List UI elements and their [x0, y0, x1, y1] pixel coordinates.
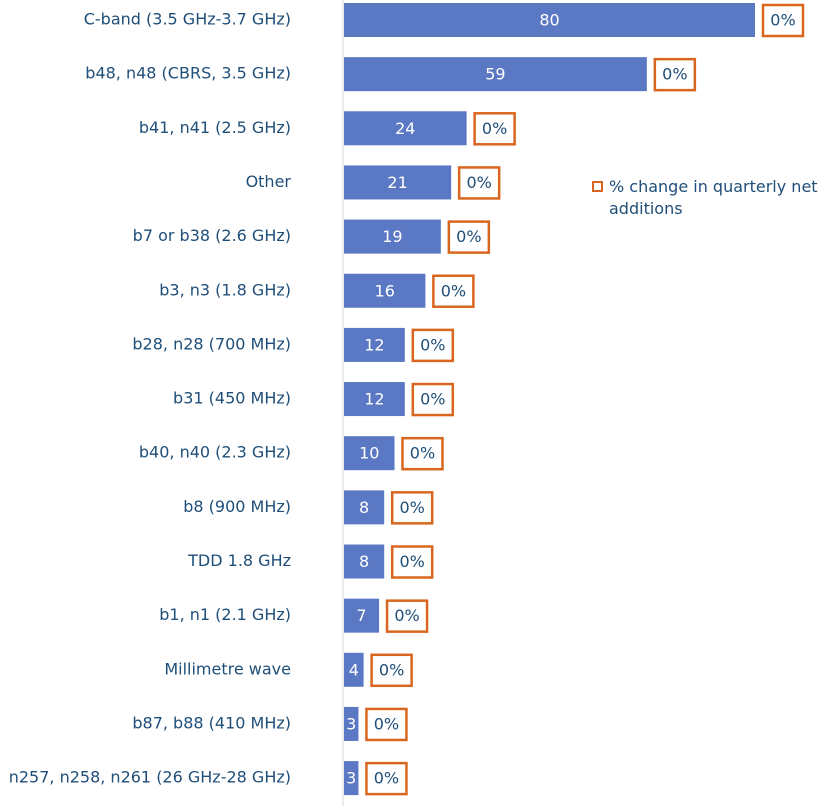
change-box — [385, 599, 429, 633]
change-label: 0% — [394, 606, 419, 625]
change-box — [370, 653, 413, 688]
y-tick-label: b1, n1 (2.1 GHz) — [159, 605, 291, 624]
change-label: 0% — [662, 65, 687, 84]
change-box — [653, 57, 697, 92]
y-tick-label: b28, n28 (700 MHz) — [132, 334, 291, 353]
value-label: 12 — [364, 335, 384, 354]
value-label: 8 — [359, 552, 369, 571]
change-box — [457, 166, 501, 200]
bar — [344, 490, 385, 525]
change-box — [432, 274, 475, 308]
value-label: 80 — [539, 11, 559, 30]
y-tick-label: b48, n48 (CBRS, 3.5 GHz) — [85, 64, 291, 83]
value-label: 8 — [359, 498, 369, 517]
change-label: 0% — [456, 227, 481, 246]
bar — [344, 706, 359, 741]
y-tick-label: b40, n40 (2.3 GHz) — [139, 443, 291, 462]
value-label: 19 — [382, 227, 402, 246]
change-label: 0% — [441, 281, 466, 300]
change-label: 0% — [466, 173, 491, 192]
value-label: 16 — [375, 281, 395, 300]
change-box — [411, 328, 455, 363]
y-tick-label: Other — [246, 172, 292, 191]
change-label: 0% — [482, 119, 507, 138]
y-tick-label: n257, n258, n261 (26 GHz-28 GHz) — [9, 768, 291, 787]
change-label: 0% — [374, 769, 399, 788]
bar — [344, 436, 395, 471]
change-box — [411, 382, 455, 417]
bar — [344, 219, 441, 254]
value-label: 4 — [349, 660, 359, 679]
y-tick-label: C-band (3.5 GHz-3.7 GHz) — [84, 10, 291, 29]
value-label: 3 — [346, 769, 356, 788]
change-label: 0% — [420, 390, 445, 409]
change-box — [473, 112, 516, 146]
bar — [344, 57, 647, 92]
change-label: 0% — [770, 11, 795, 30]
bar — [344, 598, 380, 633]
y-tick-label: b7 or b38 (2.6 GHz) — [133, 226, 291, 245]
legend-swatch — [592, 181, 603, 192]
change-box — [447, 220, 491, 254]
bar — [344, 327, 405, 362]
y-tick-label: b31 (450 MHz) — [173, 389, 291, 408]
value-label: 12 — [364, 390, 384, 409]
change-label: 0% — [374, 714, 399, 733]
change-box — [390, 545, 434, 579]
change-label: 0% — [400, 552, 425, 571]
bar — [344, 761, 359, 796]
bar — [344, 652, 364, 687]
bar — [344, 544, 385, 579]
change-box — [365, 761, 408, 796]
change-label: 0% — [420, 335, 445, 354]
y-tick-label: b87, b88 (410 MHz) — [132, 713, 291, 732]
y-tick-label: TDD 1.8 GHz — [187, 551, 291, 570]
value-label: 59 — [485, 65, 505, 84]
change-box — [401, 436, 444, 471]
bar — [344, 165, 452, 200]
value-label: 3 — [346, 714, 356, 733]
bar — [344, 382, 405, 417]
value-label: 7 — [356, 606, 366, 625]
legend: % change in quarterly net additions — [592, 176, 828, 220]
change-box — [390, 491, 434, 525]
y-tick-label: b8 (900 MHz) — [183, 497, 291, 516]
y-tick-label: b3, n3 (1.8 GHz) — [159, 280, 291, 299]
value-label: 21 — [387, 173, 407, 192]
change-label: 0% — [400, 498, 425, 517]
bar — [344, 273, 426, 308]
value-label: 10 — [359, 444, 379, 463]
bar — [344, 3, 755, 37]
bar — [344, 111, 467, 146]
legend-label: % change in quarterly net additions — [609, 177, 818, 218]
change-box — [365, 707, 408, 742]
change-label: 0% — [410, 444, 435, 463]
change-label: 0% — [379, 660, 404, 679]
value-label: 24 — [395, 119, 415, 138]
y-tick-label: b41, n41 (2.5 GHz) — [139, 118, 291, 137]
y-tick-label: Millimetre wave — [164, 659, 291, 678]
change-box — [761, 3, 805, 38]
